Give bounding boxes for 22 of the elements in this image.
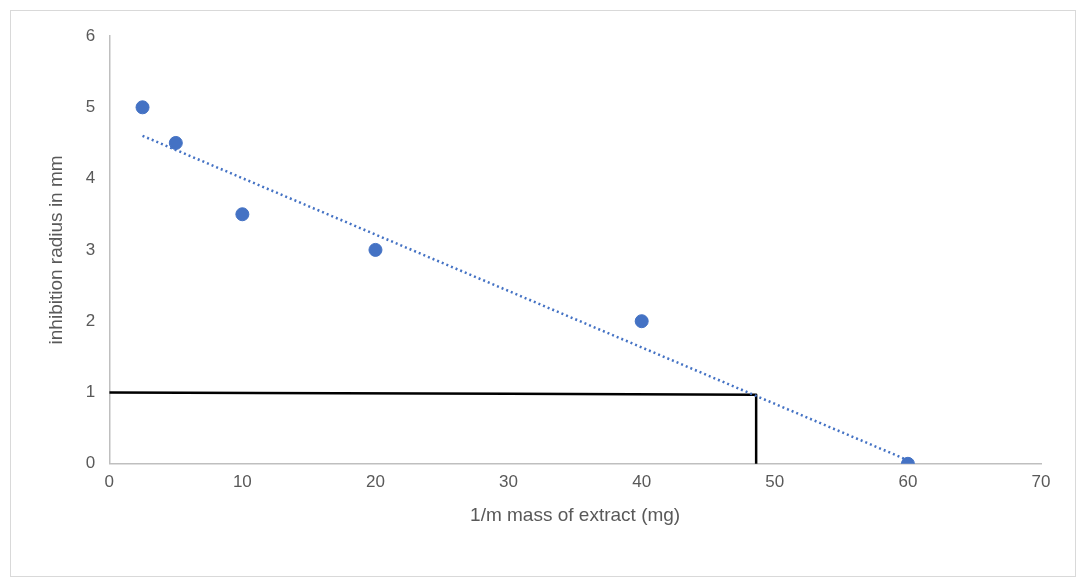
point — [135, 100, 150, 115]
y-tick-label: 6 — [85, 25, 96, 45]
y-axis-title: inhibition radius in mm — [44, 155, 66, 345]
x-tick-label: 50 — [765, 471, 785, 491]
x-tick-label: 10 — [232, 471, 252, 491]
x-tick-label: 60 — [898, 471, 918, 491]
y-tick-label: 3 — [85, 239, 96, 259]
y-tick-label: 4 — [85, 168, 96, 188]
y-tick-label: 1 — [85, 382, 96, 402]
x-tick-label: 0 — [104, 471, 114, 491]
y-tick-label: 5 — [85, 96, 96, 116]
x-tick-label: 70 — [1031, 471, 1051, 491]
point — [634, 314, 649, 329]
x-tick-label: 40 — [632, 471, 652, 491]
x-axis-title: 1/m mass of extract (mg) — [470, 503, 681, 525]
x-tick-label: 30 — [499, 471, 519, 491]
point — [368, 242, 383, 257]
point — [235, 207, 250, 222]
point — [168, 135, 183, 150]
x-tick-label: 20 — [366, 471, 385, 491]
y-tick-label: 2 — [85, 310, 96, 330]
y-tick-label: 0 — [85, 453, 96, 473]
